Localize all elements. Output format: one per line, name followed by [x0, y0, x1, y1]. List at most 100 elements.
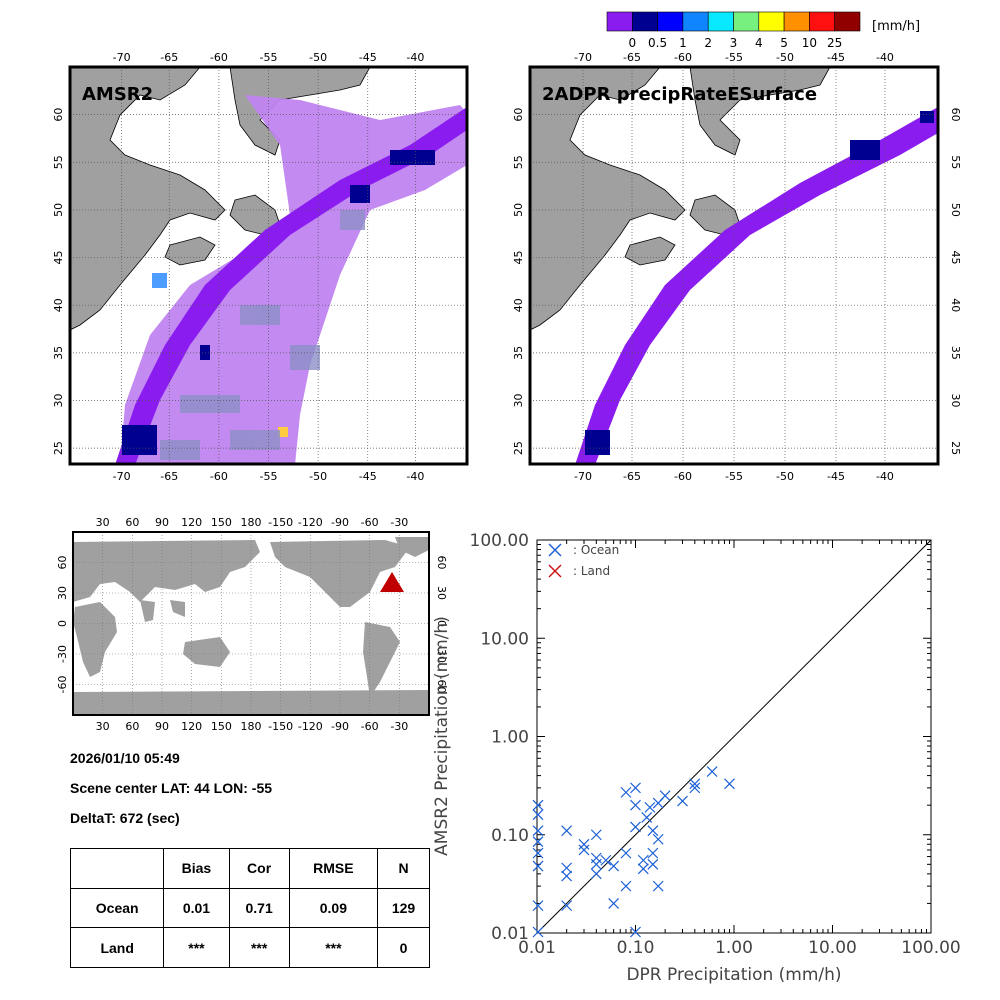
lat-tick-label: 25: [949, 441, 960, 455]
lon-tick-label: -40: [876, 470, 894, 483]
lon-tick-label: -60: [674, 51, 692, 64]
colorbar-swatch: [783, 11, 810, 32]
lat-tick-label: 60: [949, 108, 960, 122]
lat-tick-label: 45: [512, 251, 525, 265]
lat-tick-label: 50: [52, 203, 65, 217]
land-mass: [73, 690, 429, 715]
colorbar-swatch: [733, 11, 760, 32]
ocean-point: [689, 782, 701, 794]
ocean-point: [637, 863, 649, 875]
ocean-point: [620, 786, 632, 798]
dpr-swath: [575, 107, 938, 464]
lon-tick-label: -40: [406, 470, 424, 483]
lon-tick-label: -90: [331, 720, 349, 733]
table-cell: 0.01: [163, 887, 230, 929]
land-mass: [395, 537, 429, 557]
ocean-point: [724, 778, 735, 790]
lat-tick-label: 25: [512, 441, 525, 455]
ocean-point: [532, 836, 544, 848]
table-header-cell: N: [377, 848, 430, 889]
ocean-point: [652, 833, 664, 845]
colorbar-swatch: [809, 11, 835, 32]
lon-tick-label: -150: [268, 720, 293, 733]
ocean-point: [620, 847, 632, 859]
lat-tick-label: 0: [435, 620, 448, 627]
lon-tick-label: -40: [876, 51, 894, 64]
lon-tick-label: -120: [298, 720, 323, 733]
ocean-point: [590, 858, 602, 870]
lat-tick-label: 40: [949, 298, 960, 312]
lon-tick-label: 30: [96, 720, 110, 733]
dpr-map-panel: 2ADPR precipRateESurface -70 -70 -65 -65 -60…: [512, 51, 960, 483]
x-tick-label: 10.00: [808, 938, 857, 958]
lat-tick-label: 55: [512, 155, 525, 169]
colorbar-label: 0: [628, 36, 636, 50]
lon-tick-label: 60: [125, 720, 139, 733]
colorbar-labels: 0 0.5 1 2 3 4 5 10 25: [628, 36, 842, 50]
legend-label: : Land: [573, 564, 610, 578]
lat-tick-label: 60: [478, 108, 480, 122]
lon-tick-label: 150: [211, 516, 232, 529]
lon-tick-label: -60: [361, 720, 379, 733]
statistics-table: Bias Cor RMSE N Ocean 0.01 0.71 0.09 129…: [69, 848, 430, 968]
lat-tick-label: 35: [52, 346, 65, 360]
land-mass: [624, 236, 676, 266]
y-tick-label: 10.00: [480, 629, 529, 649]
land-mass: [270, 540, 410, 607]
lat-tick-label: 30: [478, 393, 480, 407]
rain-patch: [390, 150, 435, 165]
colorbar-swatch: [834, 11, 861, 32]
lat-tick-label: -30: [56, 645, 69, 663]
lon-tick-label: -30: [390, 516, 408, 529]
rain-patch: [850, 140, 880, 160]
lon-tick-label: -50: [309, 470, 327, 483]
ocean-point: [532, 847, 544, 859]
lon-tick-label: -65: [160, 470, 178, 483]
lon-tick-label: -45: [359, 470, 377, 483]
colorbar: 0 0.5 1 2 3 4 5 10 25 [mm/h]: [606, 11, 920, 50]
lat-tick-label: 50: [478, 203, 480, 217]
rain-patch: [920, 111, 934, 123]
lat-tick-label: 30: [52, 393, 65, 407]
lat-tick-label: 25: [52, 441, 65, 455]
legend-marker: [548, 564, 562, 578]
lat-tick-label: 45: [949, 251, 960, 265]
lat-tick-label: 40: [478, 298, 480, 312]
amsr2-map-panel: AMSR2 -70-70-65-65-60-60-55-55-50-50-45-…: [52, 51, 480, 483]
rain-patch: [152, 273, 167, 288]
table-header-cell: [69, 848, 165, 889]
table-cell: 0: [377, 927, 430, 968]
lat-tick-label: -60: [56, 676, 69, 694]
continents: [73, 537, 429, 715]
lon-tick-label: -65: [623, 470, 641, 483]
land-mass: [530, 67, 686, 331]
table-cell: 0.71: [228, 887, 290, 929]
map-title: AMSR2: [82, 84, 153, 105]
y-axis-label: AMSR2 Precipitation (mm/h): [432, 616, 452, 856]
ocean-point: [647, 858, 659, 870]
rain-patch: [278, 427, 288, 437]
lon-tick-label: -50: [309, 51, 327, 64]
lat-tick-label: 35: [512, 346, 525, 360]
lon-tick-label: 60: [125, 516, 139, 529]
lon-tick-label: -45: [827, 51, 845, 64]
y-tick-label: 0.01: [491, 924, 529, 944]
colorbar-label: 1: [679, 36, 687, 50]
lat-tick-label: 30: [949, 393, 960, 407]
colorbar-swatch: [682, 11, 709, 32]
y-tick-label: 100.00: [470, 531, 529, 551]
land-mass: [363, 622, 400, 697]
dpr-swath: [115, 107, 467, 464]
lon-tick-label: -55: [725, 51, 743, 64]
table-cell: ***: [288, 927, 379, 968]
lat-tick-label: 55: [52, 155, 65, 169]
lat-tick-label: 50: [512, 203, 525, 217]
land-mass: [183, 637, 230, 667]
lon-tick-label: -45: [359, 51, 377, 64]
colorbar-unit: [mm/h]: [872, 19, 920, 34]
ocean-point: [608, 897, 620, 909]
lon-tick-label: -55: [725, 470, 743, 483]
colorbar-label: 3: [730, 36, 738, 50]
lon-tick-label: -70: [574, 51, 592, 64]
ocean-point: [689, 778, 701, 790]
